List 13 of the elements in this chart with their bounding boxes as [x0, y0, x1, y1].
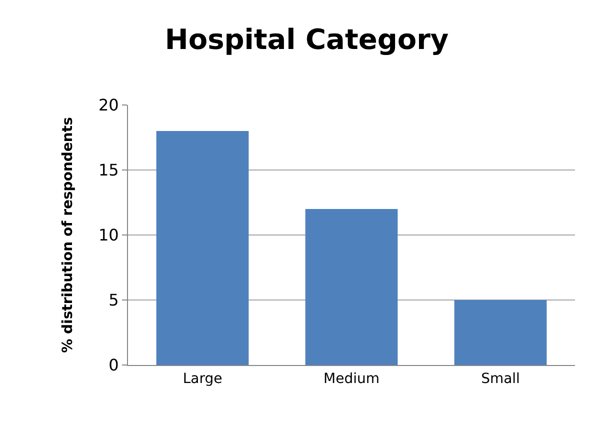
y-tick-label: 5: [108, 290, 119, 310]
y-tick-label: 0: [108, 356, 119, 375]
bar: [305, 209, 398, 365]
chart-title: Hospital Category: [164, 23, 449, 56]
x-tick-label: Small: [481, 370, 520, 387]
x-tick-label: Medium: [324, 370, 380, 387]
x-tick-label: Large: [182, 370, 222, 387]
bar: [454, 300, 547, 365]
y-tick-label: 10: [98, 226, 119, 245]
y-tick-label: 20: [98, 96, 119, 115]
y-axis-title: % distribution of respondents: [60, 117, 76, 353]
y-tick-label: 15: [98, 160, 119, 180]
bar: [156, 131, 249, 365]
